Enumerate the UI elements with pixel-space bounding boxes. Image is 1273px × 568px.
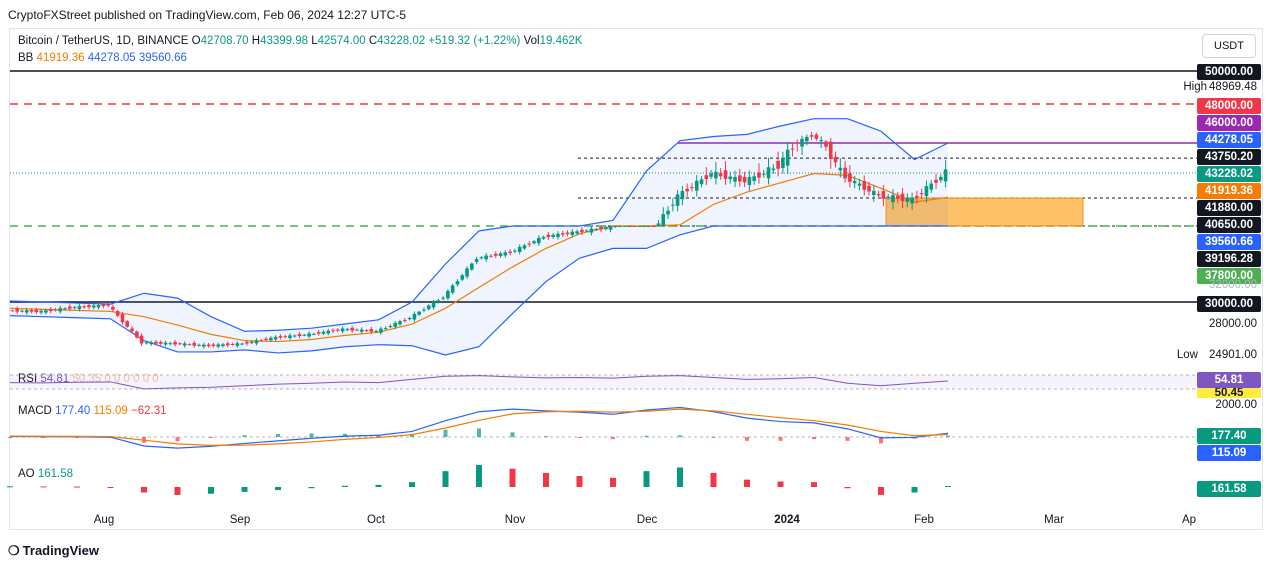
price-label-48000: 48000.00	[1197, 98, 1261, 114]
rsi-legend[interactable]: RSI 54.81 50.35 0 0 0 0 0 0	[18, 373, 159, 385]
footer-brand: TradingView	[22, 543, 99, 558]
price-label-50000: 50000.00	[1197, 64, 1261, 80]
low-value: 42574.00	[317, 35, 366, 47]
price-label-41880: 41880.00	[1197, 200, 1261, 216]
price-label-last: 43228.02	[1197, 166, 1261, 182]
high-text: High	[1183, 81, 1207, 93]
open-label: O	[191, 35, 201, 47]
tv-logo-icon: ❍	[8, 543, 20, 558]
rsi-label: RSI	[18, 373, 38, 385]
macd-hist: −62.31	[131, 405, 167, 417]
vol-value: 19.462K	[539, 35, 583, 47]
price-label-43750: 43750.20	[1197, 149, 1261, 165]
macd-legend[interactable]: MACD 177.40 115.09 −62.31	[18, 405, 167, 417]
symbol-name[interactable]: Bitcoin / TetherUS, 1D, BINANCE	[18, 35, 189, 47]
price-label-bb-upper: 44278.05	[1197, 132, 1261, 148]
macd-signal-label: 115.09	[1197, 445, 1261, 461]
price-label-28000: 28000.00	[1209, 318, 1257, 330]
vol-label: Vol	[523, 35, 540, 47]
symbol-legend: Bitcoin / TetherUS, 1D, BINANCE O42708.7…	[18, 35, 582, 47]
open-value: 42708.70	[200, 35, 249, 47]
high-value: 48969.48	[1209, 81, 1257, 93]
macd-value-label: 177.40	[1197, 428, 1261, 444]
high-value: 43399.98	[260, 35, 309, 47]
change-value: +519.32 (+1.22%)	[428, 35, 521, 47]
ao-value-label: 161.58	[1197, 481, 1261, 497]
macd-axis-label: 2000.00	[1215, 399, 1257, 411]
close-label: C	[368, 35, 378, 47]
bb-lower-value: 39560.66	[138, 52, 187, 64]
low-text: Low	[1176, 349, 1198, 361]
price-label-46000: 46000.00	[1197, 115, 1261, 131]
price-label-30000: 30000.00	[1197, 296, 1261, 312]
bb-legend[interactable]: BB 41919.36 44278.05 39560.66	[18, 52, 187, 64]
ao-label: AO	[18, 468, 35, 480]
price-label-40650: 40650.00	[1197, 217, 1261, 233]
price-label-37800: 37800.00	[1197, 268, 1261, 284]
price-label-32000: 32000.00	[1209, 279, 1257, 291]
chart-frame	[9, 28, 1263, 530]
rsi-axis-label: 54.81	[1197, 372, 1261, 388]
rsi-extra: 50.35 0 0 0 0 0 0	[72, 373, 159, 385]
bb-label: BB	[18, 52, 34, 64]
price-label-bb-lower: 39560.66	[1197, 234, 1261, 250]
price-label-bb-basis: 41919.36	[1197, 183, 1261, 199]
macd-signal: 115.09	[93, 405, 128, 417]
macd-label: MACD	[18, 405, 52, 417]
rsi-value: 54.81	[40, 373, 70, 385]
attribution-text: CryptoFXStreet published on TradingView.…	[8, 8, 406, 22]
tradingview-logo[interactable]: ❍ TradingView	[8, 543, 99, 559]
high-label: H	[251, 35, 261, 47]
ao-legend[interactable]: AO 161.58	[18, 468, 73, 480]
bb-mid-value: 41919.36	[36, 52, 85, 64]
close-value: 43228.02	[377, 35, 426, 47]
price-label-39196: 39196.28	[1197, 251, 1261, 267]
low-value: 24901.00	[1209, 349, 1257, 361]
currency-button[interactable]: USDT	[1202, 34, 1256, 58]
bb-upper-value: 44278.05	[87, 52, 136, 64]
rsi-axis-label-2: 50.45	[1197, 388, 1261, 398]
ao-value: 161.58	[37, 468, 74, 480]
macd-value: 177.40	[55, 405, 91, 417]
low-label: L	[311, 35, 318, 47]
